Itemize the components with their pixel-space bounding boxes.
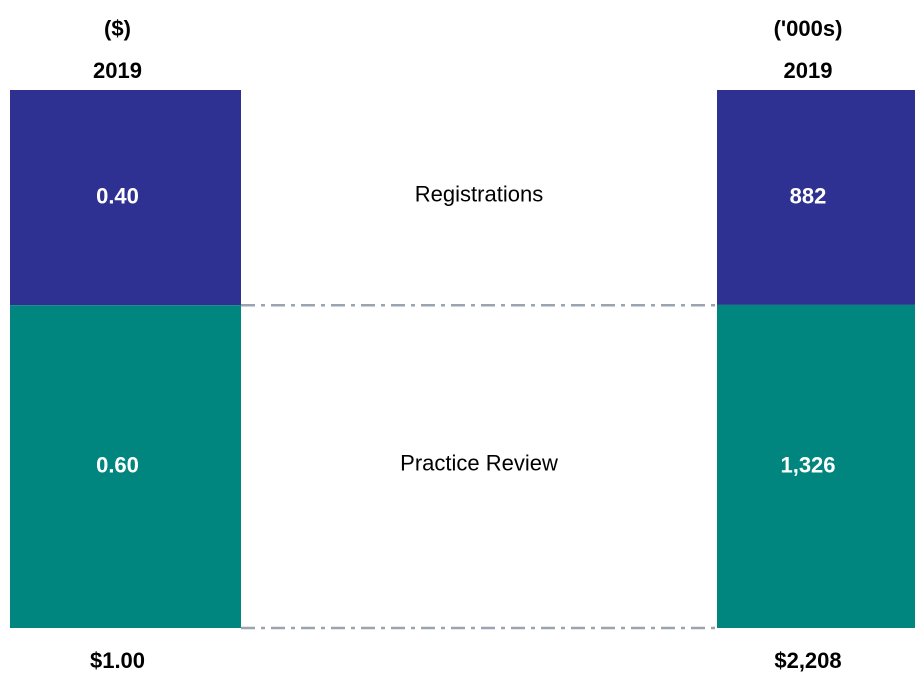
bar-segment [10, 90, 241, 306]
bar-segment [717, 304, 915, 628]
value-label: 1,326 [780, 452, 835, 477]
year-label: 2019 [93, 58, 142, 83]
value-label: 0.60 [96, 452, 139, 477]
legend-label: Registrations [415, 181, 543, 206]
total-label: $2,208 [774, 648, 841, 673]
total-label: $1.00 [90, 648, 145, 673]
unit-label: ($) [104, 16, 131, 41]
bar-segment [10, 305, 241, 628]
bar-segment [717, 90, 915, 305]
legend-label: Practice Review [400, 450, 558, 475]
year-label: 2019 [784, 58, 833, 83]
unit-label: ('000s) [774, 16, 843, 41]
value-label: 0.40 [96, 183, 139, 208]
value-label: 882 [790, 183, 827, 208]
